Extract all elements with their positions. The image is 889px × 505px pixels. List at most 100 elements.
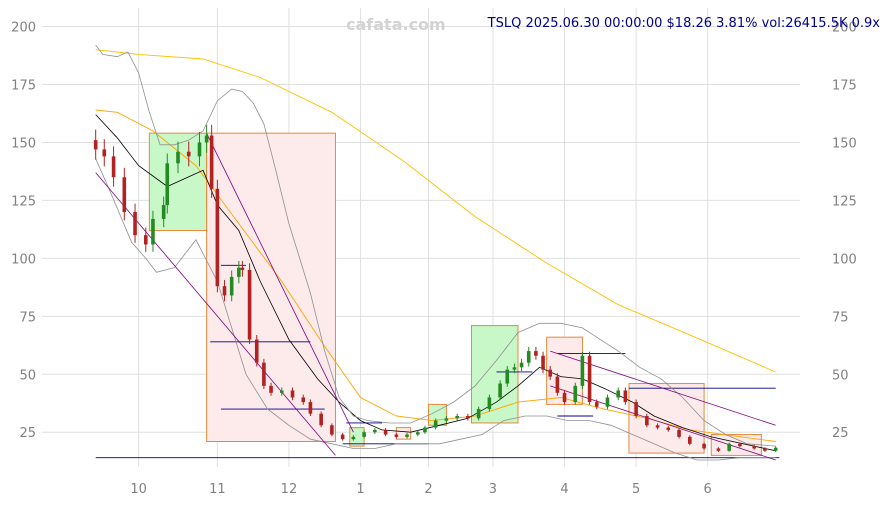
candle-up [512, 367, 517, 370]
candle-down [394, 434, 399, 437]
candle-down [716, 448, 721, 451]
candle-down [301, 397, 306, 403]
x-tick-label: 6 [704, 482, 712, 497]
candle-up [433, 420, 438, 428]
candle-up [197, 142, 202, 157]
y-tick-label: 150 [11, 136, 36, 151]
candle-down [562, 392, 567, 403]
candle-down [623, 390, 628, 403]
candle-down [687, 436, 692, 444]
candle-down [594, 402, 599, 407]
candle-up [476, 409, 481, 419]
y-tick-label: 75 [19, 310, 36, 325]
candle-up [498, 383, 502, 398]
candle-down [702, 443, 706, 449]
x-axis: 10 11 12 1 2 3 4 5 6 [130, 482, 711, 497]
y-tick-label: 125 [832, 194, 857, 209]
candle-up [573, 385, 578, 403]
y-tick-label: 25 [832, 426, 849, 441]
candle-down [269, 385, 273, 393]
candle-up [165, 163, 170, 206]
candle-down [186, 151, 191, 157]
candle-down [319, 413, 323, 426]
candle-down [383, 429, 388, 435]
candle-up [727, 443, 731, 451]
candle-down [308, 402, 313, 414]
candle-up [455, 416, 459, 419]
candle-up [176, 151, 180, 164]
candle-down [254, 339, 259, 363]
candle-down [738, 443, 742, 447]
candle-down [645, 416, 649, 426]
candle-down [240, 267, 245, 270]
candle-up [151, 218, 155, 245]
candle-up [519, 362, 524, 368]
watermark: cafata.com [346, 15, 446, 34]
candle-down [763, 448, 767, 451]
y-tick-label: 175 [832, 79, 857, 94]
candle-down [143, 235, 148, 245]
down-range-box [628, 383, 705, 454]
candle-down [290, 390, 295, 398]
candle-down [752, 446, 757, 449]
up-range-box [470, 325, 519, 424]
candles [93, 124, 778, 452]
candle-down [548, 369, 553, 377]
candle-up [526, 351, 531, 363]
candle-up [279, 390, 284, 393]
y-tick-label: 50 [832, 368, 849, 383]
y-tick-label: 25 [19, 426, 36, 441]
y-tick-label: 200 [832, 21, 857, 36]
down-range-box [395, 427, 412, 440]
candle-down [677, 429, 681, 437]
candle-up [487, 397, 492, 410]
y-tick-label: 200 [11, 21, 36, 36]
candle-up [373, 429, 377, 433]
overlay-line [206, 133, 354, 433]
overlay-line [95, 49, 776, 373]
x-tick-label: 11 [209, 482, 226, 497]
candle-up [362, 432, 366, 437]
candle-down [587, 355, 592, 403]
x-tick-label: 4 [560, 482, 568, 497]
y-tick-label: 75 [832, 310, 849, 325]
x-tick-label: 10 [130, 482, 147, 497]
candle-down [634, 402, 638, 416]
candle-down [541, 355, 545, 370]
overlay-line [95, 109, 776, 442]
x-tick-label: 1 [356, 482, 364, 497]
x-tick-label: 3 [489, 482, 497, 497]
candle-up [415, 432, 420, 435]
candle-down [666, 427, 671, 430]
candle-up [405, 434, 409, 437]
y-tick-label: 150 [832, 136, 857, 151]
candle-down [133, 212, 137, 236]
y-tick-label: 100 [11, 252, 36, 267]
candle-up [444, 418, 449, 421]
candle-up [423, 427, 427, 433]
candle-down [209, 135, 214, 189]
overlay-line [95, 44, 776, 447]
x-tick-label: 5 [632, 482, 640, 497]
candle-down [222, 286, 227, 296]
candle-up [204, 135, 209, 143]
level-lines [95, 264, 780, 459]
candle-down [215, 188, 220, 287]
overlay-line [95, 114, 776, 452]
candle-up [229, 276, 234, 296]
candle-down [102, 149, 107, 157]
candle-up [161, 205, 166, 219]
candle-up [616, 390, 621, 398]
y-axis-right: 25 50 75 100 125 150 175 200 [832, 21, 857, 442]
candle-down [262, 362, 266, 386]
y-tick-label: 175 [11, 79, 36, 94]
candle-down [330, 425, 334, 435]
y-axis-left: 25 50 75 100 125 150 175 200 [11, 21, 36, 442]
overlay-lines [95, 44, 776, 461]
candle-up [605, 397, 610, 407]
y-tick-label: 125 [11, 194, 36, 209]
y-tick-label: 50 [19, 368, 36, 383]
x-tick-label: 12 [281, 482, 298, 497]
y-tick-label: 100 [832, 252, 857, 267]
